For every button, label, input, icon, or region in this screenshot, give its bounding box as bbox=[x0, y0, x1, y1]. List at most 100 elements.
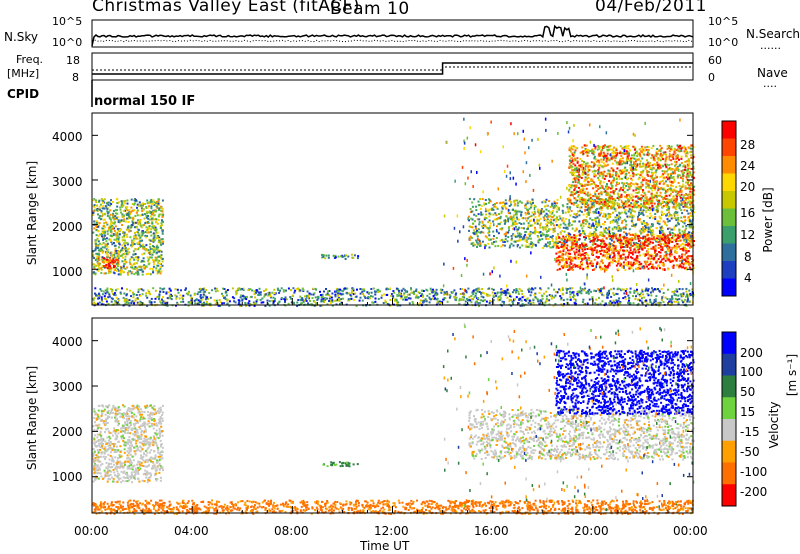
power-point bbox=[200, 297, 203, 299]
power-point bbox=[593, 231, 596, 234]
power-point bbox=[110, 230, 113, 233]
power-point bbox=[143, 247, 146, 250]
power-point bbox=[116, 288, 119, 291]
power-point bbox=[603, 267, 606, 270]
power-point bbox=[139, 204, 142, 207]
power-point bbox=[533, 232, 536, 235]
power-point bbox=[583, 246, 586, 249]
power-point bbox=[553, 202, 556, 205]
power-point bbox=[464, 300, 467, 303]
power-point bbox=[527, 302, 530, 304]
power-point bbox=[613, 226, 616, 229]
power-point bbox=[562, 235, 565, 238]
power-point bbox=[264, 293, 267, 296]
power-point bbox=[691, 175, 693, 178]
power-point bbox=[570, 268, 573, 271]
power-point bbox=[161, 215, 164, 218]
power-point bbox=[618, 226, 621, 229]
power-point bbox=[609, 300, 612, 303]
power-point bbox=[678, 207, 681, 210]
power-point bbox=[130, 239, 133, 242]
power-point bbox=[614, 199, 617, 202]
power-point bbox=[97, 264, 100, 267]
power-point bbox=[674, 217, 677, 220]
power-point bbox=[666, 209, 669, 212]
power-point bbox=[145, 249, 148, 252]
power-point bbox=[688, 255, 691, 258]
power-point bbox=[180, 300, 183, 303]
power-point bbox=[570, 238, 573, 241]
power-point bbox=[131, 241, 133, 244]
power-point bbox=[672, 291, 675, 294]
power-point bbox=[516, 210, 519, 213]
power-point bbox=[632, 261, 635, 264]
power-point bbox=[149, 215, 152, 218]
power-point bbox=[540, 300, 543, 303]
power-point bbox=[158, 236, 161, 239]
power-point bbox=[686, 160, 689, 162]
power-point bbox=[107, 203, 110, 206]
power-point bbox=[162, 229, 164, 232]
power-point bbox=[194, 299, 197, 302]
power-point bbox=[628, 208, 631, 211]
power-point bbox=[587, 235, 590, 238]
power-point bbox=[150, 252, 153, 255]
power-point bbox=[116, 250, 119, 253]
power-point bbox=[653, 254, 656, 257]
power-point bbox=[657, 247, 660, 249]
power-point bbox=[561, 287, 564, 290]
power-point bbox=[586, 254, 589, 257]
power-point bbox=[122, 252, 125, 255]
power-point bbox=[565, 247, 568, 250]
power-point bbox=[636, 259, 639, 262]
power-point bbox=[353, 299, 356, 301]
power-point bbox=[652, 231, 655, 234]
power-point bbox=[681, 242, 684, 245]
power-point bbox=[439, 300, 442, 303]
power-point bbox=[589, 208, 591, 211]
power-point bbox=[652, 236, 655, 239]
power-point bbox=[649, 228, 651, 231]
power-point bbox=[621, 244, 623, 247]
power-point bbox=[527, 224, 530, 227]
power-point bbox=[675, 219, 678, 222]
power-point bbox=[150, 200, 153, 203]
power-point bbox=[582, 267, 585, 270]
power-point bbox=[155, 202, 158, 204]
power-point bbox=[677, 234, 680, 237]
power-point bbox=[553, 296, 556, 299]
power-point bbox=[594, 243, 597, 245]
power-point bbox=[504, 233, 507, 236]
power-point bbox=[141, 213, 144, 216]
power-point bbox=[131, 203, 134, 205]
power-point bbox=[653, 256, 656, 259]
power-point bbox=[584, 176, 587, 179]
power-point bbox=[118, 242, 120, 245]
power-point bbox=[681, 288, 684, 291]
power-point bbox=[656, 161, 659, 164]
power-point bbox=[660, 240, 663, 243]
power-point bbox=[533, 294, 536, 297]
power-point bbox=[534, 243, 537, 246]
power-point bbox=[181, 298, 184, 301]
power-point bbox=[97, 224, 100, 227]
power-point bbox=[497, 222, 500, 225]
power-point bbox=[612, 252, 615, 255]
power-point bbox=[613, 198, 616, 201]
power-point bbox=[524, 204, 527, 207]
power-point bbox=[538, 238, 541, 241]
power-point bbox=[473, 232, 476, 235]
power-point bbox=[122, 210, 125, 212]
power-point bbox=[445, 290, 448, 293]
power-point bbox=[460, 298, 463, 301]
power-point bbox=[690, 214, 693, 217]
power-point bbox=[625, 203, 628, 206]
power-point bbox=[491, 208, 493, 211]
power-point bbox=[659, 243, 661, 246]
power-point bbox=[536, 220, 538, 223]
power-point bbox=[560, 297, 563, 299]
power-point bbox=[116, 212, 119, 215]
power-point bbox=[520, 211, 523, 214]
power-point bbox=[605, 269, 608, 272]
power-point bbox=[473, 220, 476, 223]
